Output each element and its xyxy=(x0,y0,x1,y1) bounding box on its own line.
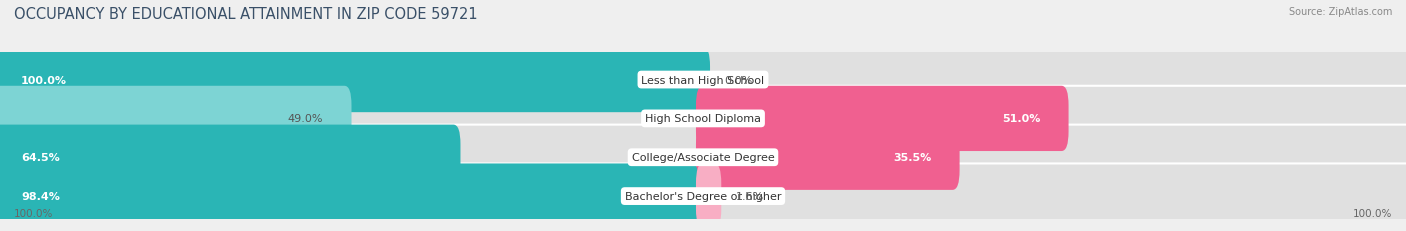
Text: 49.0%: 49.0% xyxy=(288,114,323,124)
FancyBboxPatch shape xyxy=(0,86,352,151)
FancyBboxPatch shape xyxy=(0,48,710,113)
FancyBboxPatch shape xyxy=(0,164,699,229)
FancyBboxPatch shape xyxy=(696,164,721,229)
Text: 64.5%: 64.5% xyxy=(21,153,60,163)
FancyBboxPatch shape xyxy=(696,86,1069,151)
Text: 51.0%: 51.0% xyxy=(1002,114,1040,124)
FancyBboxPatch shape xyxy=(0,125,1406,190)
FancyBboxPatch shape xyxy=(696,125,960,190)
Text: 1.6%: 1.6% xyxy=(735,191,763,201)
Text: 100.0%: 100.0% xyxy=(21,75,67,85)
Text: Source: ZipAtlas.com: Source: ZipAtlas.com xyxy=(1288,7,1392,17)
FancyBboxPatch shape xyxy=(0,164,1406,229)
FancyBboxPatch shape xyxy=(0,48,1406,113)
FancyBboxPatch shape xyxy=(0,86,1406,151)
Text: 100.0%: 100.0% xyxy=(1353,208,1392,218)
Text: OCCUPANCY BY EDUCATIONAL ATTAINMENT IN ZIP CODE 59721: OCCUPANCY BY EDUCATIONAL ATTAINMENT IN Z… xyxy=(14,7,478,22)
Text: High School Diploma: High School Diploma xyxy=(645,114,761,124)
Text: Bachelor's Degree or higher: Bachelor's Degree or higher xyxy=(624,191,782,201)
Text: 98.4%: 98.4% xyxy=(21,191,60,201)
Text: 35.5%: 35.5% xyxy=(893,153,932,163)
FancyBboxPatch shape xyxy=(0,125,461,190)
Text: 100.0%: 100.0% xyxy=(14,208,53,218)
Text: College/Associate Degree: College/Associate Degree xyxy=(631,153,775,163)
Text: Less than High School: Less than High School xyxy=(641,75,765,85)
Text: 0.0%: 0.0% xyxy=(724,75,752,85)
